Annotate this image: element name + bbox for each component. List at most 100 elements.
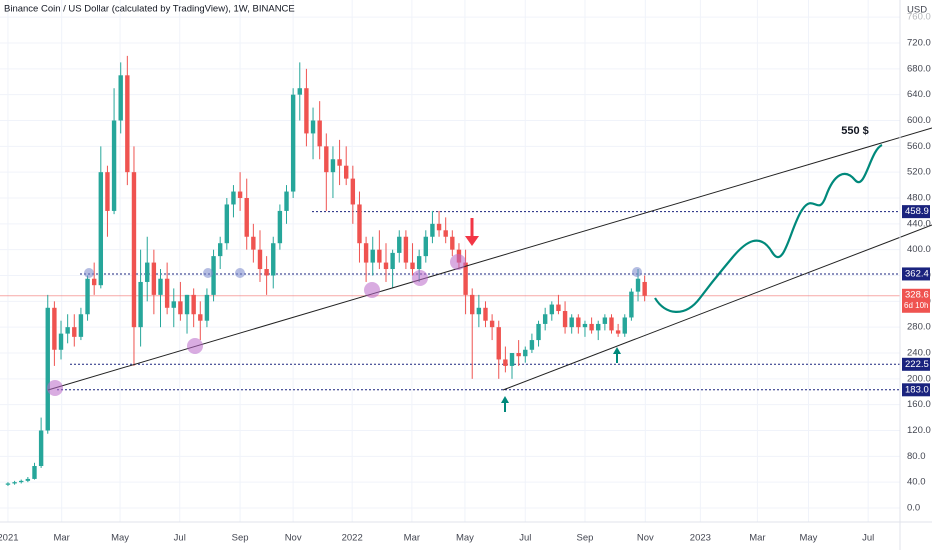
candle-body [635, 278, 641, 292]
chart-title: Binance Coin / US Dollar (calculated by … [4, 4, 295, 15]
candle-body [430, 223, 435, 237]
candle-body [436, 223, 442, 231]
candle-body [131, 172, 137, 328]
candle-body [562, 311, 568, 328]
level-tag [902, 205, 930, 219]
x-tick-label: 2022 [342, 533, 363, 544]
candle-body [158, 278, 163, 295]
candle-body [217, 243, 223, 257]
arrow-down [465, 218, 479, 246]
x-tick-label: May [799, 533, 817, 544]
candle-body [284, 191, 289, 211]
candle-body [350, 178, 356, 205]
candle-body [377, 249, 382, 263]
candle-body [125, 75, 130, 173]
candle-body [489, 320, 495, 328]
candle-body [98, 172, 104, 286]
candle-body [105, 172, 110, 211]
candle-body [383, 262, 389, 270]
y-tick-label: 400.0 [907, 244, 931, 255]
candle-body [231, 191, 236, 205]
candle-body [569, 317, 574, 328]
y-tick-label: 80.0 [907, 451, 926, 462]
x-tick-label: May [111, 533, 129, 544]
candle-body [91, 278, 97, 286]
candle-body [370, 249, 375, 263]
candle-body [244, 198, 249, 237]
candle-body [476, 307, 482, 315]
candle-body [184, 294, 190, 315]
arrow-up [501, 396, 509, 412]
candle-body [596, 323, 601, 331]
level-label: 183.0 [905, 384, 929, 395]
candle-body [164, 278, 170, 308]
candle-body [264, 269, 269, 276]
y-tick-label: 480.0 [907, 193, 931, 204]
candle-body [58, 333, 64, 350]
drawings: 550 $ [47, 125, 932, 412]
x-tick-label: Sep [577, 533, 594, 544]
candle-body [32, 466, 37, 479]
candle-body [483, 307, 488, 321]
candle-body [523, 349, 528, 357]
x-tick-label: Jul [862, 533, 874, 544]
y-tick-label: 560.0 [907, 141, 931, 152]
grid [0, 0, 900, 522]
candle-body [12, 482, 17, 484]
trend-line [502, 224, 932, 391]
projection-curve [654, 143, 883, 313]
candle-body [85, 278, 90, 315]
candle-body [582, 323, 588, 328]
candle-body [615, 330, 621, 334]
candle-body [5, 483, 11, 485]
candle-body [178, 301, 183, 315]
y-tick-label: 0.0 [907, 503, 920, 514]
candle-body [602, 317, 608, 324]
candle-body [337, 159, 342, 166]
candle-body [324, 146, 329, 173]
y-tick-label: 760.0 [907, 12, 931, 23]
candles [5, 55, 647, 487]
candle-body [204, 294, 210, 321]
candle-body [237, 191, 243, 199]
level-tag [902, 383, 930, 397]
level-tag [902, 267, 930, 281]
x-tick-label: Jul [174, 533, 186, 544]
x-tick-label: Nov [285, 533, 302, 544]
y-tick-label: 680.0 [907, 63, 931, 74]
candle-body [224, 204, 230, 244]
candle-body [297, 88, 302, 95]
candle-body [423, 236, 428, 257]
candle-body [72, 327, 77, 337]
candle-body [191, 294, 196, 315]
candle-body [470, 294, 475, 315]
candle-body [463, 262, 468, 295]
candle-body [496, 327, 501, 360]
candle-body [542, 314, 548, 324]
x-tick-label: 2023 [690, 533, 711, 544]
x-tick-label: 2021 [0, 533, 19, 544]
candle-body [290, 94, 296, 192]
candle-body [171, 301, 176, 308]
x-tick-label: Mar [404, 533, 420, 544]
candle-body [416, 256, 422, 270]
candle-body [118, 75, 123, 121]
candle-body [211, 256, 216, 295]
candle-body [622, 317, 627, 334]
touch-circles [84, 267, 642, 278]
candle-body [344, 165, 349, 179]
candle-body [277, 210, 283, 244]
candle-body [65, 327, 70, 334]
x-tick-label: May [456, 533, 474, 544]
candle-body [556, 304, 561, 312]
candle-body [529, 340, 535, 350]
candle-body [198, 314, 203, 321]
arrow-up [613, 347, 621, 363]
candle-body [304, 88, 309, 134]
candle-body [509, 352, 515, 366]
last-price-label: 328.6 [905, 289, 929, 300]
candle-body [330, 159, 336, 173]
highlight-circles [47, 254, 466, 396]
y-tick-label: 640.0 [907, 89, 931, 100]
